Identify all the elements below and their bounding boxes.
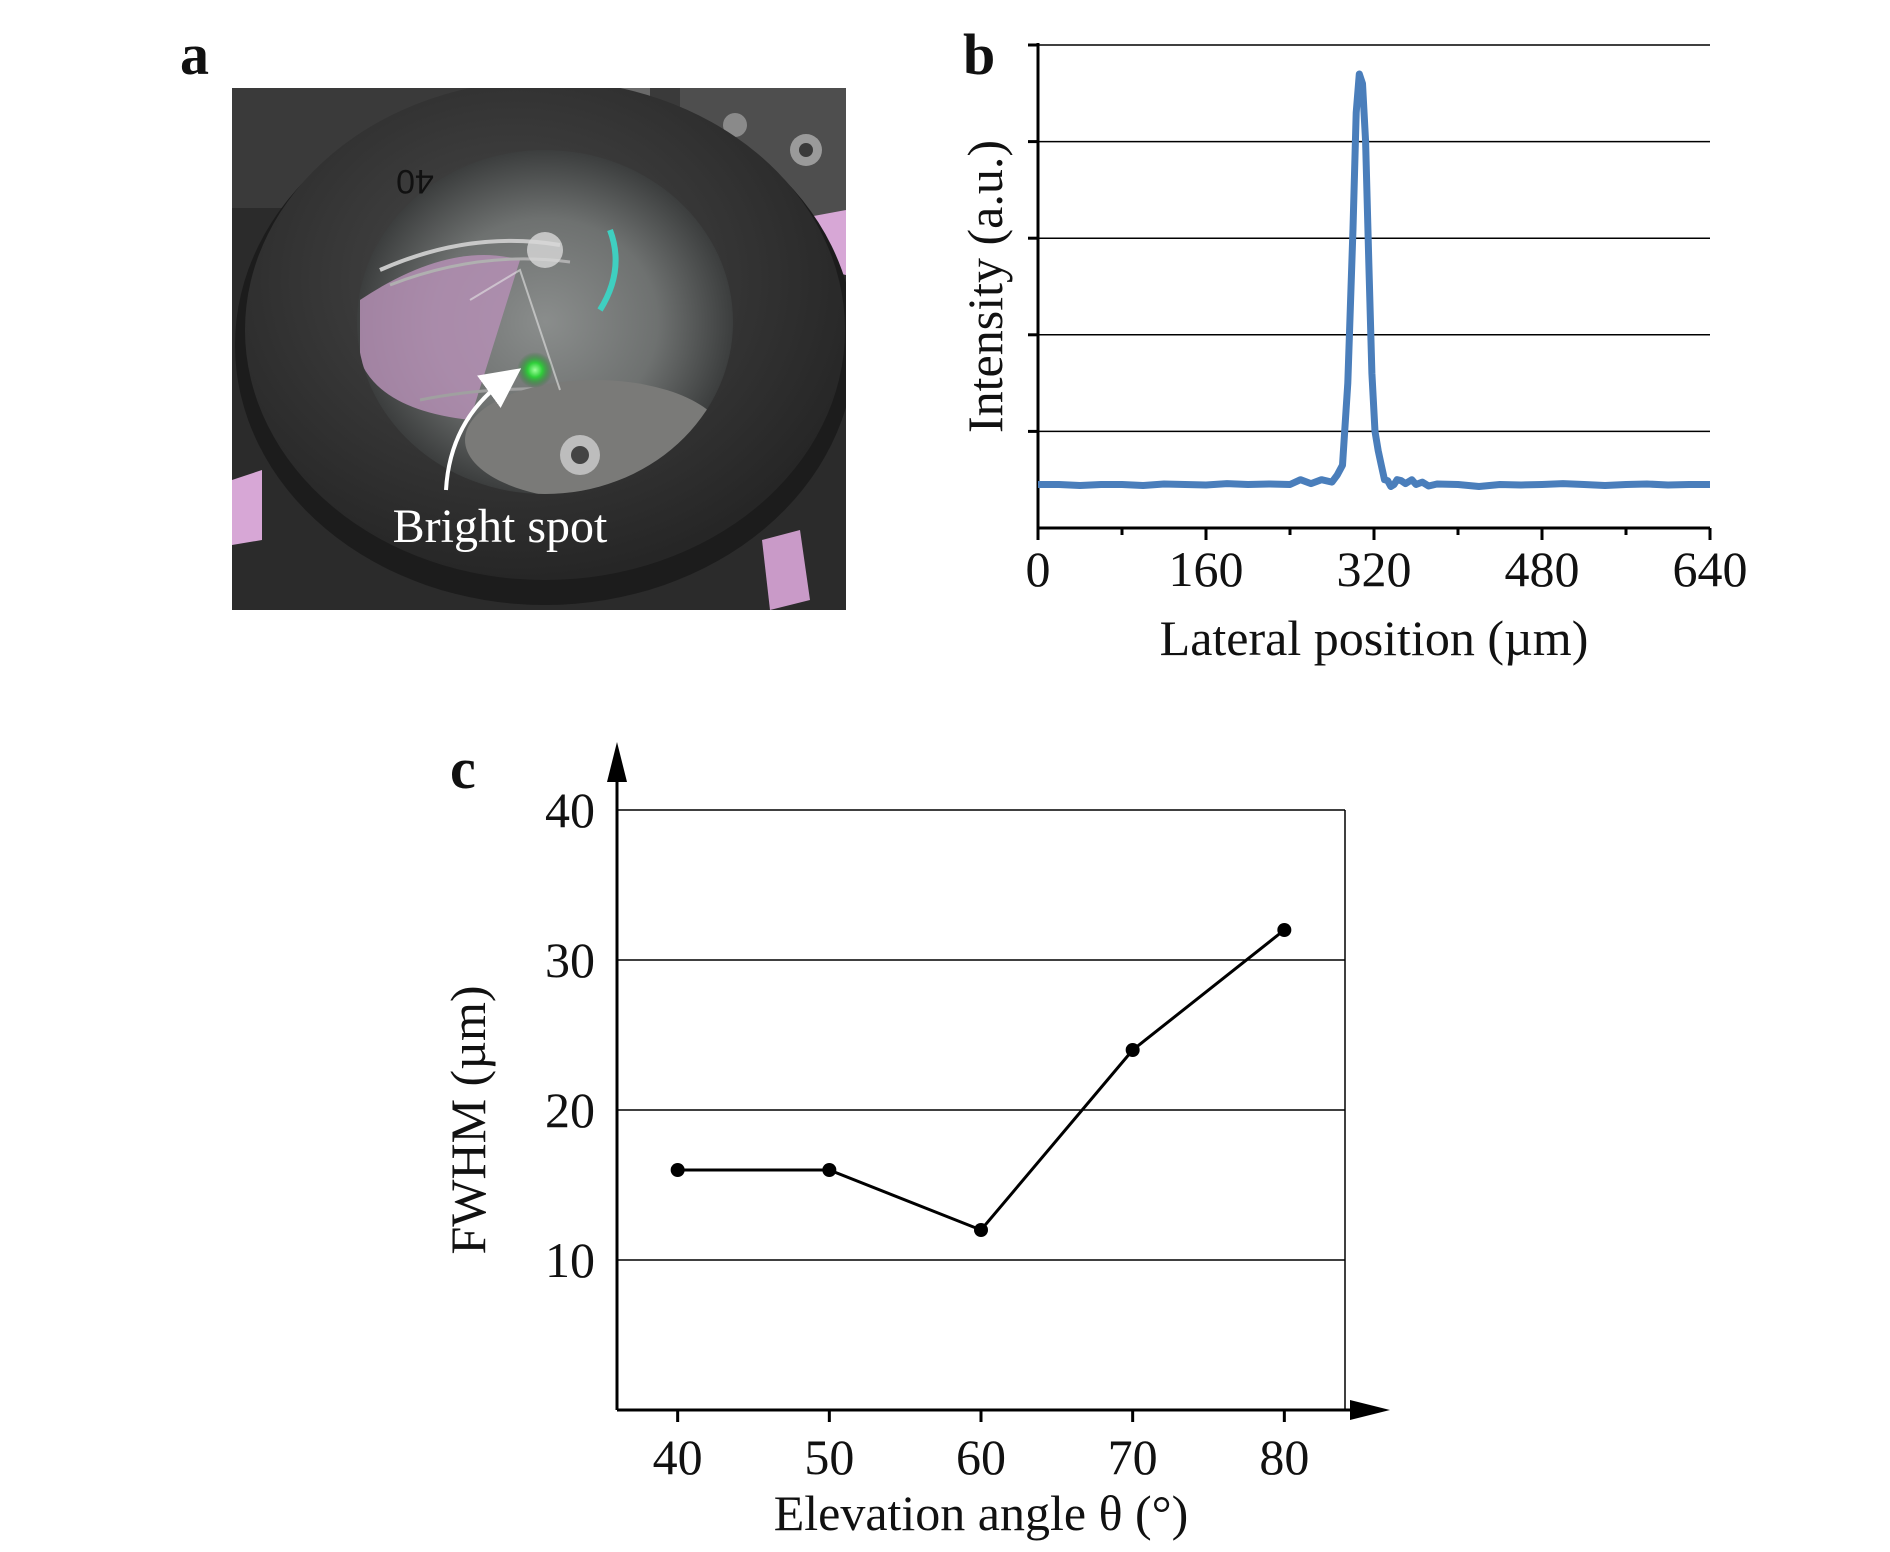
y-axis-title: FWHM (µm) xyxy=(440,985,496,1254)
cyan-reflection xyxy=(597,228,619,312)
x-tick-label: 160 xyxy=(1169,541,1244,597)
bright-spot-marker xyxy=(517,352,553,388)
x-tick-label: 50 xyxy=(804,1429,854,1485)
x-axis-arrowhead xyxy=(1350,1400,1390,1420)
panel-a-photo: 40 Bright spot xyxy=(232,88,846,610)
lens-marking: 40 xyxy=(396,162,434,200)
x-axis-title: Elevation angle θ (°) xyxy=(774,1485,1189,1541)
screw-hole xyxy=(799,143,813,157)
intensity-chart: 0 160 320 480 640 Lateral position (µm) Intens… xyxy=(957,43,1748,666)
y-axis-arrowhead xyxy=(607,742,627,782)
x-tick-label: 40 xyxy=(653,1429,703,1485)
screw-head xyxy=(723,113,747,137)
x-tick-label: 320 xyxy=(1337,541,1412,597)
annotation-arrow xyxy=(444,368,522,491)
pink-tape xyxy=(762,530,810,610)
y-tick-label: 30 xyxy=(545,932,595,988)
fwhm-series-line xyxy=(677,928,1286,1232)
x-axis-title: Lateral position (µm) xyxy=(1160,610,1589,666)
panel-c-letter: c xyxy=(450,736,476,801)
x-tick-label: 480 xyxy=(1505,541,1580,597)
pink-tape xyxy=(232,470,262,545)
x-tick-label: 640 xyxy=(1673,541,1748,597)
bright-spot-label: Bright spot xyxy=(393,500,608,553)
data-point xyxy=(822,1163,837,1177)
data-point xyxy=(974,1223,988,1237)
y-tick-label: 40 xyxy=(545,782,595,838)
specular-highlight xyxy=(527,232,563,268)
data-point xyxy=(670,1163,685,1177)
panel-a-letter: a xyxy=(180,22,209,87)
data-point xyxy=(1125,1043,1140,1057)
glass-streak xyxy=(469,268,561,391)
y-axis-title: Intensity (a.u.) xyxy=(957,140,1013,433)
x-tick-label: 70 xyxy=(1108,1429,1158,1485)
x-tick-label: 0 xyxy=(1026,541,1051,597)
x-tick-label: 80 xyxy=(1259,1429,1309,1485)
screw-hole xyxy=(571,446,589,464)
fwhm-chart: 10 20 30 40 40 50 60 70 80 Elevation angle θ (°) F… xyxy=(440,742,1390,1541)
y-tick-label: 10 xyxy=(545,1232,595,1288)
panel-b-letter: b xyxy=(963,22,995,87)
x-tick-label: 60 xyxy=(956,1429,1006,1485)
data-point xyxy=(1277,923,1292,937)
y-tick-label: 20 xyxy=(545,1082,595,1138)
intensity-series-line xyxy=(1038,70,1710,490)
